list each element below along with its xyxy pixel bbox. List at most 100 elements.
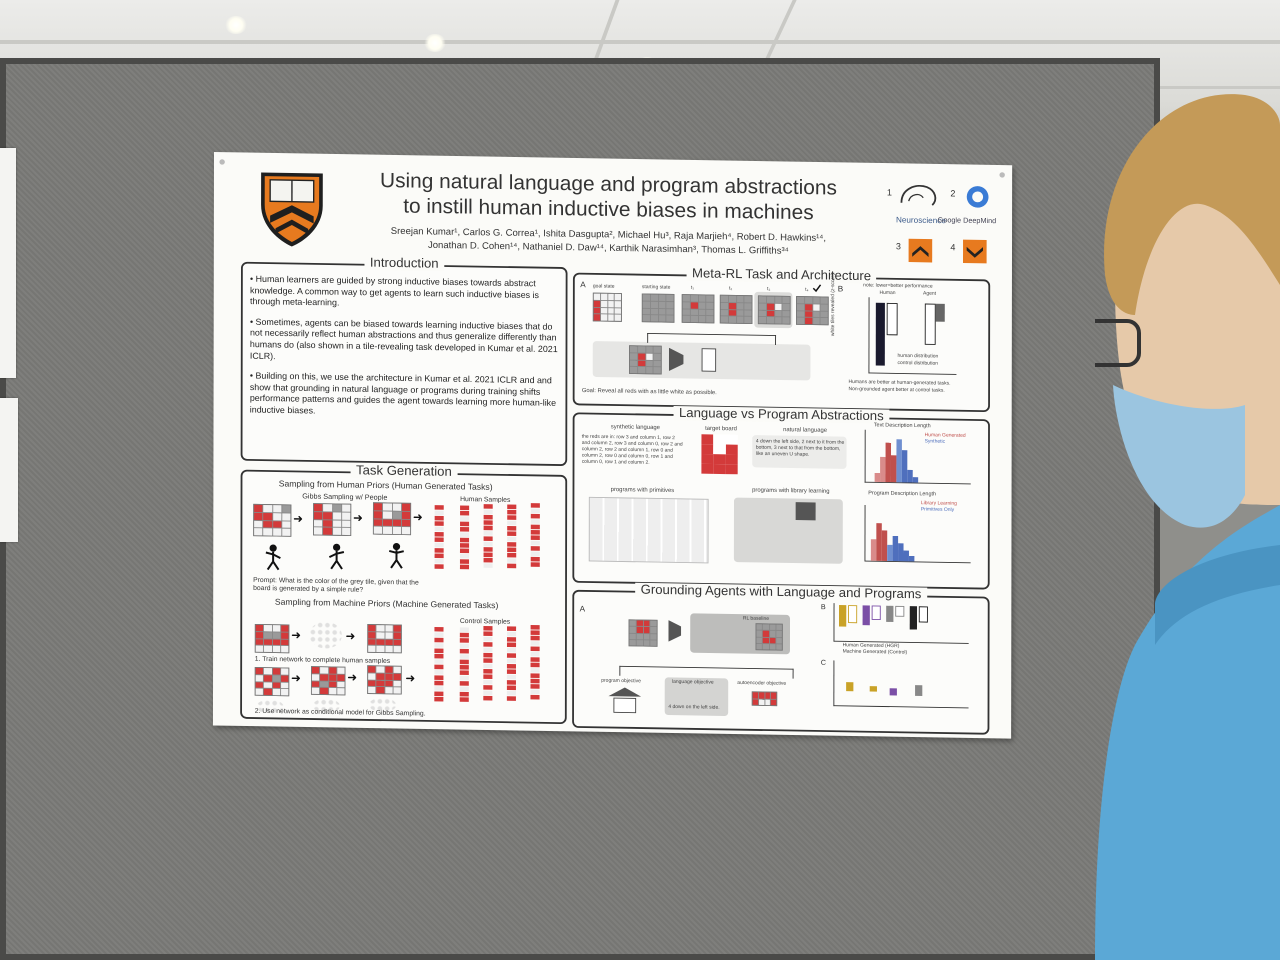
synthetic-language-text: the reds are in: row 3 and column 1, row… — [581, 434, 683, 466]
legend-entry: human distribution — [897, 353, 939, 360]
state-board — [641, 293, 675, 323]
result-bar — [915, 685, 923, 696]
deepmind-label: Google DeepMind — [937, 215, 997, 225]
result-bar — [862, 605, 870, 626]
arrow-icon: ➜ — [293, 511, 304, 526]
adjacent-poster — [0, 148, 16, 378]
goal-caption: Goal: Reveal all reds with as little whi… — [581, 387, 717, 396]
input-board — [628, 619, 658, 647]
arrow-icon: ➜ — [405, 671, 416, 685]
human-samples-label: Human Samples — [460, 494, 511, 504]
tile-board — [372, 502, 412, 536]
encoder-icon — [668, 620, 682, 642]
arrow-icon: ➜ — [347, 670, 358, 684]
chart-caption: Humans are better at human-generated tas… — [848, 379, 951, 387]
chart-legend: Human Generated (HGR) — [842, 642, 900, 649]
affiliation-number: 3 — [895, 242, 901, 253]
agent-label: Agent — [923, 290, 937, 297]
natural-language-label: natural language — [783, 426, 828, 434]
person-figure-icon — [388, 542, 404, 569]
human-label: Human — [879, 290, 896, 296]
time-step-label: t₁ — [690, 285, 694, 291]
person-figure-icon — [265, 544, 281, 571]
adjacent-poster — [0, 398, 18, 542]
gibbs-sampling-label: Gibbs Sampling w/ People — [302, 492, 388, 502]
program-tree-icon — [608, 687, 642, 714]
arrow-icon: ➜ — [291, 671, 301, 685]
agent-bar-dark — [935, 303, 945, 322]
program-objective-label: program objective — [601, 678, 641, 685]
time-step-label: t₂ — [728, 285, 733, 292]
natural-language-text: 4 down the left side, 2 next to it from … — [755, 438, 845, 458]
human-bar-light — [886, 302, 898, 336]
tile-board — [253, 503, 292, 537]
neural-network-icon — [309, 621, 342, 649]
arrow-icon: ➜ — [345, 629, 356, 643]
step2-text: 2. Use network as conditional model for … — [254, 706, 426, 718]
time-step-label: t₄ — [805, 287, 809, 293]
grounding-section: Grounding Agents with Language and Progr… — [572, 582, 990, 735]
pushpin — [999, 172, 1005, 178]
result-bar — [838, 604, 847, 627]
starting-state-label: starting state — [641, 284, 671, 291]
encoder-icon — [668, 347, 684, 371]
target-board-label: target board — [705, 425, 737, 433]
result-bar — [889, 688, 897, 696]
result-bar — [869, 686, 877, 692]
deepmind-logo — [966, 186, 989, 208]
result-bar — [871, 605, 881, 620]
histogram-bar — [908, 555, 915, 562]
histogram-title: Program Description Length — [868, 490, 937, 498]
state-board — [681, 294, 715, 324]
state-board — [719, 294, 753, 324]
person-figure-icon — [328, 543, 345, 570]
legend-entry: control distribution — [897, 360, 939, 367]
control-sample-strip — [483, 625, 493, 701]
introduction-text: • Human learners are guided by strong in… — [250, 274, 560, 430]
princeton-small-logo — [963, 239, 987, 264]
state-board — [757, 295, 791, 325]
tile-board — [367, 624, 402, 654]
control-sample-strip — [530, 624, 540, 700]
person-viewer — [1095, 94, 1280, 960]
chart-legend: Machine Generated (Control) — [842, 648, 908, 656]
histogram-title: Text Description Length — [873, 422, 931, 430]
pushpin — [219, 159, 225, 165]
step1-text: 1. Train network to complete human sampl… — [254, 654, 391, 665]
intro-paragraph: • Building on this, we use the architect… — [249, 371, 557, 417]
autoencoder-objective-label: autoencoder objective — [737, 680, 787, 687]
feedback-line — [647, 332, 777, 345]
human-sample-strip — [507, 504, 517, 569]
language-program-title: Language vs Program Abstractions — [673, 406, 890, 424]
tile-board — [367, 665, 402, 695]
affiliation-number: 2 — [950, 189, 956, 200]
ceiling-light — [225, 16, 247, 34]
research-poster: Using natural language and program abstr… — [212, 152, 1013, 739]
poster-title: Using natural language and program abstr… — [350, 167, 867, 226]
chart-caption: Non-grounded agent better at control tas… — [848, 386, 945, 394]
control-samples-label: Control Samples — [459, 616, 511, 626]
task-generation-title: Task Generation — [350, 463, 458, 480]
arrow-icon: ➜ — [353, 510, 363, 525]
human-priors-title: Sampling from Human Priors (Human Genera… — [278, 479, 493, 493]
language-program-section: Language vs Program Abstractions synthet… — [572, 406, 990, 590]
panel-label-a: A — [579, 604, 586, 614]
human-sample-strip — [459, 505, 470, 570]
result-bar — [886, 605, 894, 623]
language-objective-label: language objective — [671, 679, 714, 686]
goal-state-label: goal state — [592, 283, 615, 290]
lstm-block — [701, 348, 717, 372]
programs-primitives-label: programs with primitives — [610, 486, 675, 494]
princeton-small-logo — [908, 238, 933, 263]
library-block — [795, 502, 816, 521]
princeton-shield-logo — [261, 172, 323, 247]
connector-line — [619, 665, 794, 679]
result-bar — [848, 605, 858, 624]
control-sample-strip — [434, 626, 444, 702]
result-bar — [918, 606, 928, 623]
goal-state-board — [592, 292, 622, 322]
synthetic-language-label: synthetic language — [610, 423, 660, 431]
prompt-text: Prompt: What is the color of the grey ti… — [253, 575, 419, 594]
result-bar — [909, 606, 918, 630]
control-sample-strip — [506, 626, 517, 701]
